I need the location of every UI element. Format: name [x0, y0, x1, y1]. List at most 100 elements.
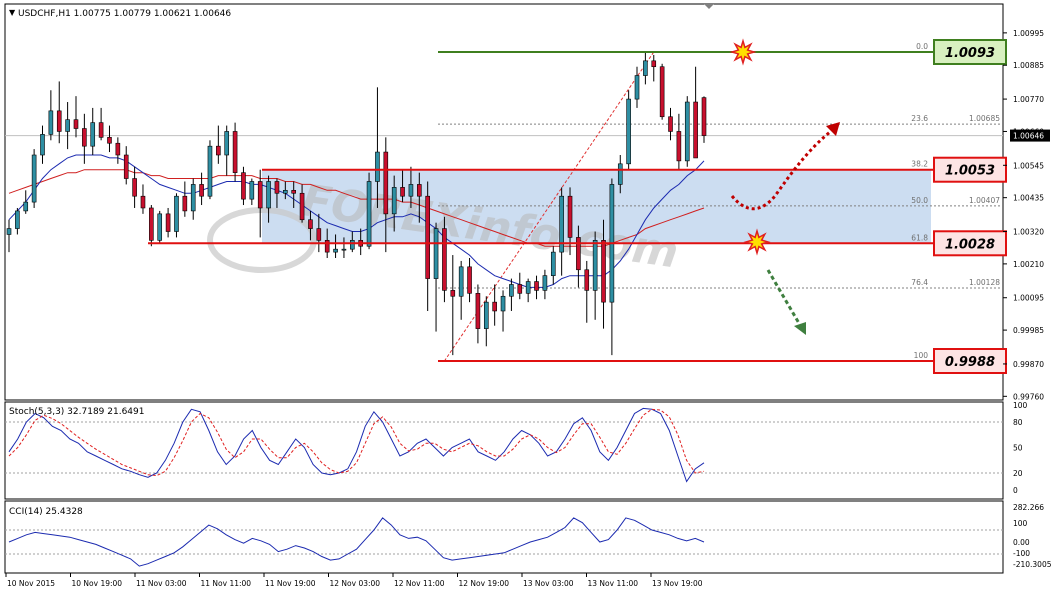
candle-body — [509, 284, 514, 297]
candle-body — [149, 207, 154, 241]
candle-body — [299, 192, 305, 221]
time-tick-label: 11 Nov 11:00 — [201, 579, 252, 588]
cci-tick-label: -100 — [1013, 549, 1030, 558]
candle-body — [40, 134, 45, 156]
candle-body — [676, 131, 682, 162]
fib-price-label: 1.00128 — [969, 278, 1000, 287]
candle-body — [31, 154, 37, 203]
breakdown-marker-icon — [743, 228, 771, 256]
candle-body — [651, 60, 657, 68]
candle-body — [341, 248, 347, 251]
level-label-target-high: 1.0093 — [945, 46, 995, 61]
stoch-tick-label: 0 — [1013, 486, 1018, 495]
cci-panel-frame — [4, 500, 1004, 574]
candle-body — [525, 281, 531, 294]
candle-body — [224, 131, 230, 156]
time-tick-label: 13 Nov 03:00 — [523, 579, 574, 588]
candle-body — [567, 195, 573, 238]
candle-body — [425, 195, 430, 279]
level-box-resistance — [933, 156, 1007, 183]
candle-body — [584, 269, 590, 291]
candle-body — [500, 295, 506, 312]
candle-body — [241, 172, 246, 200]
candle-body — [467, 266, 472, 294]
fib-pct-label: 76.4 — [911, 278, 928, 287]
level-box-low — [933, 348, 1007, 374]
candle-body — [257, 181, 263, 209]
stoch-tick-label: 50 — [1013, 444, 1023, 453]
price-tick-label: 1.00435 — [1013, 194, 1044, 203]
candle-body — [207, 145, 213, 197]
candle-body — [132, 178, 137, 197]
stoch-main-line — [8, 407, 705, 483]
price-tick-label: 0.99760 — [1013, 392, 1044, 401]
price-tick-label: 0.99870 — [1013, 360, 1044, 369]
fib-pct-label: 100 — [914, 351, 929, 360]
shift-marker-icon[interactable] — [704, 4, 714, 9]
watermark-logo-ring — [207, 207, 317, 273]
candle-body — [659, 66, 665, 118]
fib-pct-label: 61.8 — [911, 233, 928, 242]
cci-tick-label: 0.00 — [1013, 538, 1030, 547]
candle-body — [82, 128, 87, 147]
bearish-arrow-head — [794, 322, 806, 335]
fib-pct-label: 0.0 — [916, 42, 928, 51]
candle-body — [417, 184, 422, 197]
price-tick-label: 1.00320 — [1013, 228, 1044, 237]
candle-body — [266, 181, 271, 209]
stoch-tick-label: 20 — [1013, 469, 1023, 478]
candle-body — [56, 110, 62, 132]
candle-body — [190, 184, 196, 212]
symbol-header: USDCHF,H1 1.00775 1.00779 1.00621 1.0064… — [18, 9, 231, 19]
candle-body — [140, 195, 146, 209]
candle-body — [576, 237, 581, 271]
candle-body — [433, 228, 439, 279]
candle-body — [48, 110, 54, 135]
candle-body — [383, 151, 389, 215]
level-label-support: 1.0028 — [945, 237, 995, 252]
candle-body — [316, 228, 322, 241]
time-tick-label: 13 Nov 11:00 — [588, 579, 639, 588]
candle-body — [400, 187, 405, 197]
stoch-label: Stoch(5,3,3) 32.7189 21.6491 — [9, 407, 144, 417]
candle-body — [123, 154, 129, 179]
fib-pct-label: 38.2 — [911, 160, 928, 169]
candle-body — [157, 213, 163, 241]
candle-body — [693, 101, 698, 159]
candle-body — [617, 163, 623, 185]
time-tick-label: 10 Nov 19:00 — [72, 579, 123, 588]
bullish-arrow-head — [826, 122, 840, 136]
candle-body — [483, 301, 489, 329]
cci-tick-label: 282.266 — [1013, 503, 1044, 512]
cci-tick-label: 100 — [1013, 519, 1028, 528]
candle-body — [592, 240, 598, 291]
current-price-label: 1.00646 — [1013, 132, 1044, 141]
candle-body — [542, 275, 548, 291]
candle-body — [199, 184, 204, 197]
candle-body — [634, 75, 640, 100]
support-resistance-zone — [262, 169, 931, 244]
time-tick-label: 11 Nov 19:00 — [265, 579, 316, 588]
candle-body — [283, 190, 288, 194]
candle-body — [643, 60, 648, 76]
cci-line — [8, 517, 705, 567]
price-tick-label: 1.00995 — [1013, 29, 1044, 38]
candle-body — [107, 137, 112, 144]
candle-body — [174, 195, 179, 232]
symbol-menu-icon[interactable]: ▼ — [9, 8, 16, 17]
candle-body — [408, 184, 414, 197]
time-tick-label: 12 Nov 11:00 — [394, 579, 445, 588]
level-box-support — [933, 230, 1007, 257]
candle-body — [391, 187, 397, 215]
cci-tick-label: -210.3005 — [1013, 560, 1052, 569]
candle-body — [366, 181, 372, 247]
candle-body — [333, 248, 338, 253]
fib-pct-label: 50.0 — [911, 196, 928, 205]
candle-body — [90, 122, 96, 147]
stoch-tick-label: 80 — [1013, 418, 1023, 427]
time-tick-label: 11 Nov 03:00 — [136, 579, 187, 588]
candle-body — [550, 251, 556, 276]
candle-body — [601, 240, 606, 303]
price-tick-label: 1.00095 — [1013, 294, 1044, 303]
